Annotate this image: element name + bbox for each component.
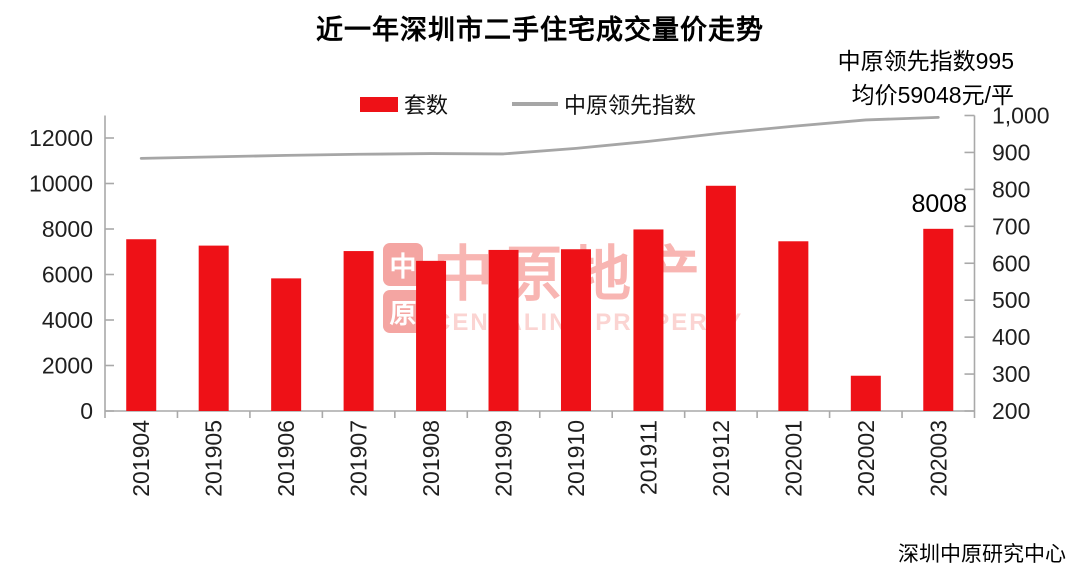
source-credit: 深圳中原研究中心 <box>898 543 1066 566</box>
left-axis-tick-label: 0 <box>80 398 93 424</box>
bar-value-label-202003: 8008 <box>911 190 967 218</box>
left-axis-tick-label: 2000 <box>42 353 93 379</box>
bar-201907 <box>343 251 374 411</box>
bar-201909 <box>488 249 519 411</box>
right-axis-tick-label: 700 <box>992 213 1030 239</box>
left-axis-tick-label: 12000 <box>29 125 93 151</box>
x-axis-label-202001: 202001 <box>780 420 806 497</box>
x-axis-label-202002: 202002 <box>853 420 879 497</box>
legend-item-bar: 套数 <box>360 88 448 120</box>
right-axis-tick-label: 200 <box>992 398 1030 424</box>
bar-201908 <box>416 260 447 411</box>
bar-201904 <box>126 239 157 411</box>
x-axis-label-201908: 201908 <box>418 420 444 497</box>
x-axis-label-201907: 201907 <box>346 420 372 497</box>
right-axis-tick-label: 800 <box>992 176 1030 202</box>
x-axis-label-201911: 201911 <box>635 420 661 495</box>
right-axis-tick-label: 600 <box>992 250 1030 276</box>
annotation-avg-price: 均价59048元/平 <box>851 82 1014 108</box>
legend-label-line: 中原领先指数 <box>564 93 697 118</box>
right-axis-tick-label: 500 <box>992 287 1030 313</box>
x-axis-label-201909: 201909 <box>491 420 517 497</box>
right-axis-tick-label: 300 <box>992 361 1030 387</box>
legend-item-line: 中原领先指数 <box>512 88 696 120</box>
right-axis-tick-label: 1,000 <box>992 103 1050 129</box>
x-axis-label-201904: 201904 <box>128 420 154 497</box>
bar-201906 <box>271 278 302 411</box>
bar-series-swatch <box>360 96 398 112</box>
x-axis-label-201905: 201905 <box>201 420 227 497</box>
bar-201905 <box>198 245 229 411</box>
left-axis-tick-label: 10000 <box>29 171 93 197</box>
right-axis-tick-label: 400 <box>992 324 1030 350</box>
x-axis-label-201906: 201906 <box>273 420 299 497</box>
legend: 套数 中原领先指数 <box>360 88 696 120</box>
line-series-中原领先指数 <box>139 115 940 160</box>
x-axis-label-201910: 201910 <box>563 420 589 497</box>
bar-201911 <box>633 229 664 411</box>
legend-label-bar: 套数 <box>404 93 449 118</box>
chart-title: 近一年深圳市二手住宅成交量价走势 <box>316 15 764 45</box>
left-axis-tick-label: 6000 <box>42 262 93 288</box>
bar-201912 <box>705 185 736 411</box>
bar-201910 <box>560 249 591 411</box>
x-axis-label-201912: 201912 <box>708 420 734 497</box>
line-series-swatch <box>512 102 559 106</box>
annotation-block: 中原领先指数995 均价59048元/平 <box>838 44 1014 112</box>
bar-202001 <box>778 241 809 411</box>
x-axis-label-202003: 202003 <box>925 420 951 497</box>
left-axis-tick-label: 8000 <box>42 216 93 242</box>
bar-202003 <box>923 228 954 411</box>
right-axis-tick-label: 900 <box>992 139 1030 165</box>
annotation-index: 中原领先指数995 <box>837 48 1014 74</box>
left-axis-tick-label: 4000 <box>42 307 93 333</box>
bar-202002 <box>850 375 881 411</box>
